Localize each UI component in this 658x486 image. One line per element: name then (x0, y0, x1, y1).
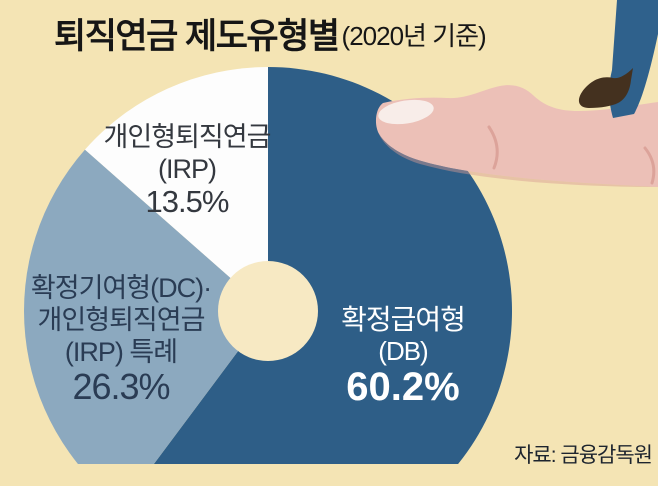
finger-crease (643, 146, 656, 185)
pointing-finger-illustration (375, 85, 658, 187)
slice-label-irp: 개인형퇴직연금 (IRP) 13.5% (77, 121, 297, 219)
chart-subtitle: (2020년 기준) (341, 21, 487, 51)
fingernail-icon (378, 99, 434, 125)
pie-slice-irp (84, 66, 268, 311)
finger-crease (487, 125, 499, 170)
slice-percent-db: 60.2% (346, 365, 460, 409)
chart-header: 퇴직연금 제도유형별 (2020년 기준) (54, 8, 487, 59)
shoe-illustration (578, 68, 633, 108)
pie-slices (24, 66, 512, 464)
slice-label-line: (DB) (378, 336, 428, 366)
source-credit: 자료: 금융감독원 (514, 444, 653, 467)
slice-label-line: 개인형퇴직연금 (103, 122, 272, 152)
donut-hole (218, 261, 318, 361)
slice-percent-dc: 26.3% (72, 366, 170, 407)
slice-label-line: 확정기여형(DC)· (30, 273, 212, 303)
slice-label-line: 개인형퇴직연금 (37, 305, 206, 335)
slice-label-line: (IRP) 특례 (64, 337, 178, 367)
slice-label-dc: 확정기여형(DC)· 개인형퇴직연금 (IRP) 특례 26.3% (11, 272, 231, 406)
slice-label-line: 확정급여형 (341, 304, 466, 335)
slice-label-db: 확정급여형 (DB) 60.2% (293, 303, 513, 408)
chart-title: 퇴직연금 제도유형별 (54, 17, 340, 56)
slice-percent-irp: 13.5% (145, 184, 230, 219)
pie-slice-dc-irp-special (24, 149, 268, 464)
slice-label-line: (IRP) (158, 154, 217, 184)
pie-slice-db (153, 67, 512, 464)
